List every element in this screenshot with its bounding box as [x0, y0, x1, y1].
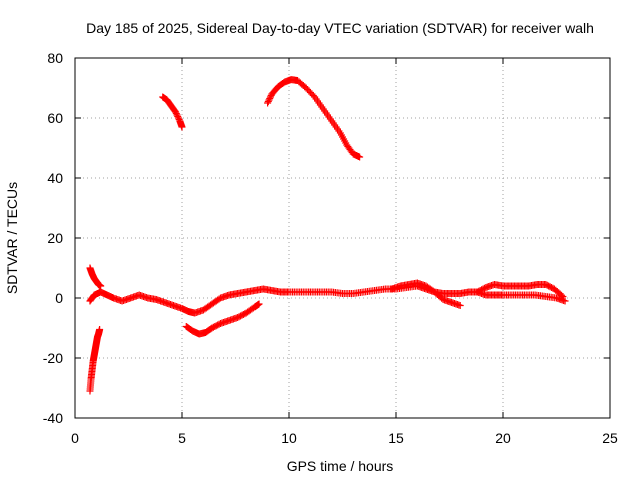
data-point — [266, 95, 274, 102]
x-tick-label: 20 — [495, 430, 511, 446]
series-arc-upper-short — [159, 93, 186, 131]
x-tick-label: 15 — [388, 430, 404, 446]
data-point — [561, 297, 569, 305]
y-tick-label: 80 — [47, 50, 63, 66]
data-point — [456, 302, 464, 309]
y-tick-label: 40 — [47, 170, 63, 186]
data-point — [97, 282, 105, 290]
data-points — [86, 76, 569, 395]
chart-title: Day 185 of 2025, Sidereal Day-to-day VTE… — [86, 20, 594, 36]
data-point — [264, 98, 272, 105]
y-tick-label: -40 — [43, 410, 63, 426]
data-point — [178, 123, 186, 131]
data-point — [266, 93, 274, 101]
data-point — [255, 300, 263, 308]
x-tick-label: 25 — [602, 430, 618, 446]
x-tick-label: 0 — [71, 430, 79, 446]
data-point — [559, 293, 567, 300]
data-point — [174, 113, 182, 120]
x-tick-label: 10 — [281, 430, 297, 446]
y-tick-label: 0 — [55, 290, 63, 306]
data-point — [96, 326, 104, 333]
tick-labels: 0 5 10 15 20 25 -40 -20 0 20 40 60 80 — [43, 50, 618, 446]
series-arc-upper-long — [264, 76, 364, 161]
data-point — [172, 110, 180, 117]
data-point — [265, 96, 273, 104]
data-point — [356, 153, 364, 161]
axis-ticks — [74, 57, 611, 419]
gridlines — [75, 58, 610, 418]
series-arc-low-start — [86, 326, 104, 395]
x-axis-label: GPS time / hours — [287, 458, 394, 474]
data-point — [172, 108, 180, 116]
y-tick-label: 20 — [47, 230, 63, 246]
y-tick-label: 60 — [47, 110, 63, 126]
x-tick-label: 5 — [178, 430, 186, 446]
y-axis-label: SDTVAR / TECUs — [4, 182, 20, 294]
series-arc-late — [473, 281, 567, 300]
data-point — [174, 114, 182, 122]
data-point — [557, 291, 565, 299]
data-point — [264, 99, 272, 107]
series-arc-mid-late — [388, 279, 464, 309]
series-arc-dip — [182, 300, 263, 338]
y-tick-label: -20 — [43, 350, 63, 366]
data-point — [173, 111, 181, 119]
series-arc-high-start — [86, 264, 105, 290]
